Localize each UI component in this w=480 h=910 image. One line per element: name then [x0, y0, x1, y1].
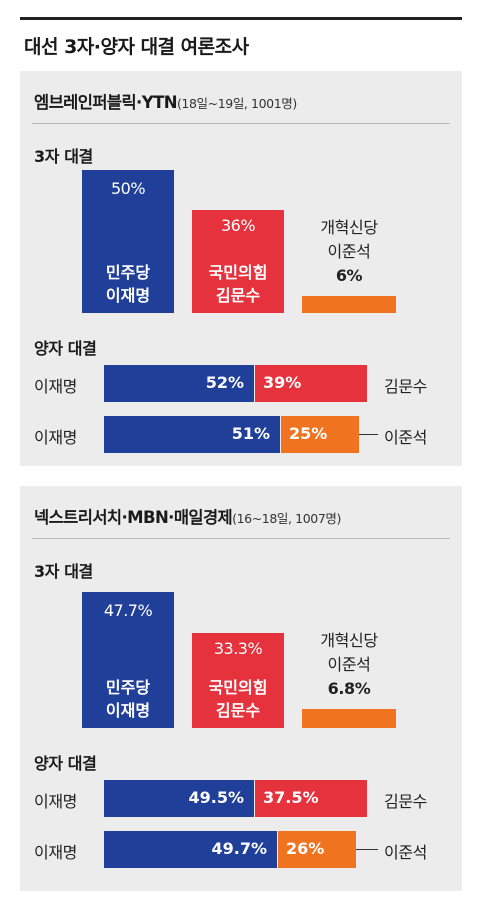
- poll-name: 넥스트리서치·MBN·매일경제: [34, 508, 233, 527]
- right-candidate: 김문수: [384, 792, 427, 811]
- right-candidate: 이준석: [384, 428, 427, 447]
- left-candidate: 이재명: [34, 377, 77, 396]
- candidate-name: 김문수: [215, 701, 261, 720]
- party-name: 국민의힘: [208, 263, 268, 282]
- right-bar-segment: 25%: [281, 416, 359, 453]
- poll-title: 넥스트리서치·MBN·매일경제(16~18일, 1007명): [34, 504, 341, 528]
- poll-panel: 넥스트리서치·MBN·매일경제(16~18일, 1007명) 3자 대결 47.7%…: [20, 486, 462, 891]
- three-way-label: 3자 대결: [34, 562, 93, 581]
- left-bar-segment: 52%: [104, 365, 254, 402]
- bar-value-label: 6%: [335, 266, 363, 285]
- candidate-name: 이준석: [327, 242, 371, 261]
- right-value-label: 26%: [286, 839, 325, 858]
- right-bar-segment: 37.5%: [255, 780, 367, 817]
- bar-value-label: 36%: [220, 216, 256, 235]
- right-value-label: 39%: [263, 373, 302, 392]
- party-name: 국민의힘: [208, 678, 268, 697]
- left-bar-segment: 49.5%: [104, 780, 254, 817]
- right-value-label: 37.5%: [263, 788, 319, 807]
- right-value-label: 25%: [289, 424, 328, 443]
- right-candidate: 이준석: [384, 843, 427, 862]
- panel-divider: [32, 123, 450, 124]
- h2h-bar-row: 51% 25%: [104, 416, 367, 453]
- left-value-label: 49.7%: [211, 839, 267, 858]
- main-title: 대선 3자·양자 대결 여론조사: [24, 36, 249, 58]
- left-value-label: 52%: [205, 373, 244, 392]
- right-candidate: 김문수: [384, 377, 427, 396]
- left-bar-segment: 49.7%: [104, 831, 277, 868]
- bar-value-label: 6.8%: [327, 679, 371, 698]
- bar-value-label: 33.3%: [213, 639, 263, 658]
- party-name: 개혁신당: [320, 218, 378, 237]
- left-value-label: 49.5%: [188, 788, 244, 807]
- bar-3: [302, 709, 396, 728]
- party-name: 민주당: [105, 678, 151, 697]
- h2h-bar-row: 49.7% 26%: [104, 831, 367, 868]
- party-name: 민주당: [105, 263, 151, 282]
- top-rule: [20, 17, 462, 20]
- h2h-bar-row: 49.5% 37.5%: [104, 780, 367, 817]
- poll-title: 엠브레인퍼블릭·YTN(18일~19일, 1001명): [34, 89, 297, 113]
- poll-name: 엠브레인퍼블릭·YTN: [34, 93, 178, 112]
- left-candidate: 이재명: [34, 792, 77, 811]
- panel-divider: [32, 538, 450, 539]
- bar-value-label: 50%: [110, 179, 146, 198]
- left-value-label: 51%: [231, 424, 270, 443]
- right-bar-segment: 39%: [255, 365, 367, 402]
- head-to-head-label: 양자 대결: [34, 339, 97, 358]
- candidate-name: 이재명: [105, 286, 151, 305]
- party-name: 개혁신당: [320, 631, 378, 650]
- candidate-name: 이재명: [105, 701, 151, 720]
- bar-3: [302, 296, 396, 313]
- h2h-bar-row: 52% 39%: [104, 365, 367, 402]
- poll-detail: (16~18일, 1007명): [232, 511, 341, 526]
- candidate-name: 이준석: [327, 655, 371, 674]
- three-way-label: 3자 대결: [34, 147, 93, 166]
- head-to-head-label: 양자 대결: [34, 754, 97, 773]
- left-candidate: 이재명: [34, 428, 77, 447]
- left-bar-segment: 51%: [104, 416, 280, 453]
- poll-detail: (18일~19일, 1001명): [176, 96, 297, 111]
- candidate-name: 김문수: [215, 286, 261, 305]
- leader-line: [359, 434, 378, 435]
- bar-value-label: 47.7%: [103, 601, 153, 620]
- right-bar-segment: 26%: [278, 831, 356, 868]
- leader-line: [356, 849, 378, 850]
- left-candidate: 이재명: [34, 843, 77, 862]
